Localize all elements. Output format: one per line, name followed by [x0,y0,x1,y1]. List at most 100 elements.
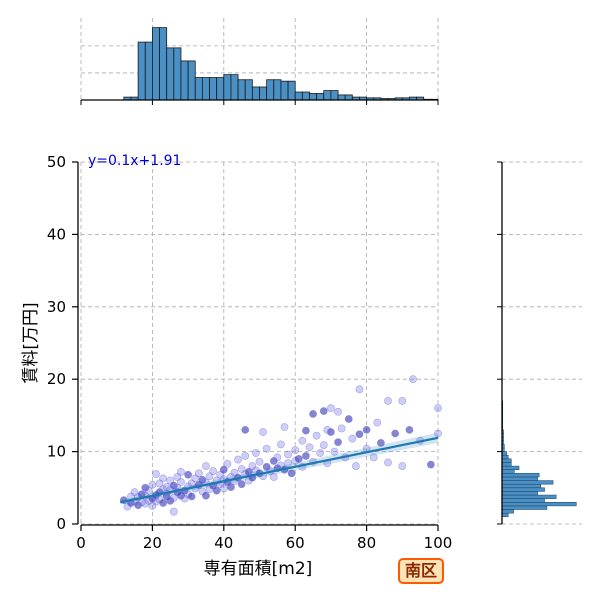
x-histogram-bar [201,77,210,101]
x-histogram-bar [309,93,318,101]
scatter-point [326,404,335,413]
y-histogram-bar [501,498,545,503]
x-histogram-bar [159,27,168,101]
y-tick-label: 50 [47,153,66,171]
y-tick-label: 20 [47,370,66,388]
scatter-point [202,462,210,470]
scatter-point [187,492,196,501]
y-histogram-bar [501,462,512,467]
scatter-point [184,470,192,479]
y-histogram-bar [501,458,512,463]
x-histogram-bar [337,94,346,101]
scatter-point [259,428,267,436]
y-histogram-bar [501,480,554,485]
y-marginal-histogram [501,400,577,518]
scatter-point [223,460,232,468]
scatter-point [159,499,168,507]
scatter-point [255,457,264,466]
scatter-point [319,441,328,449]
scatter-point [262,444,271,453]
x-tick-label: 0 [76,534,86,552]
y-tick-label: 10 [47,443,66,461]
scatter-point [212,486,221,495]
x-histogram-bar [187,60,196,101]
scatter-point [252,449,260,457]
x-histogram-bar [273,79,282,101]
scatter-point [219,465,228,474]
x-tick-label: 60 [286,534,305,552]
regression-equation-label: y=0.1x+1.91 [88,153,181,169]
x-histogram-bar [173,47,182,101]
scatter-point [241,425,250,434]
x-histogram-bar [330,90,339,101]
scatter-point [376,439,385,447]
x-tick-label: 100 [424,534,453,552]
x-tick-label: 40 [214,534,233,552]
scatter-point [305,443,314,452]
scatter-point [241,452,250,460]
scatter-point [169,507,178,516]
scatter-point [398,462,407,470]
x-histogram-bar [166,47,175,101]
scatter-point [302,452,310,460]
x-histogram-bar [151,27,160,101]
scatter-point [159,474,168,483]
x-histogram-bar [216,77,225,101]
x-histogram-bar [194,77,203,101]
y-histogram-bar [501,487,545,492]
y-histogram-bar [501,509,514,514]
scatter-point [391,429,400,438]
scatter-point [269,473,278,481]
y-histogram-bar [501,491,538,496]
district-badge: 南区 [398,558,445,584]
scatter-point [398,397,407,405]
scatter-point [144,486,153,495]
scatter-point [284,459,292,468]
scatter-point [409,375,417,384]
scatter-point [177,467,185,476]
y-histogram-bar [501,454,509,460]
y-histogram-bar [501,465,520,470]
scatter-point [284,450,292,459]
y-tick-label: 40 [47,225,66,243]
y-histogram-bar [501,483,541,489]
regression-line [120,436,439,504]
scatter-point [277,440,285,449]
y-histogram-bar [501,473,540,478]
x-tick-label: 20 [143,534,162,552]
y-histogram-bar [501,469,515,474]
y-histogram-bar [501,451,507,456]
scatter-point [152,470,160,478]
scatter-point [148,481,157,489]
y-histogram-bar [501,494,557,499]
y-tick-label: 30 [47,298,66,316]
x-histogram-bar [144,41,153,101]
x-histogram-bar [316,93,325,101]
regression-line-group [120,432,439,505]
scatter-point [355,430,364,439]
x-histogram-bar [259,86,268,101]
x-histogram-bar [323,90,332,101]
scatter-point [177,478,185,486]
x-histogram-bar [251,86,260,101]
scatter-point [234,455,242,464]
y-histogram-bar [501,502,577,507]
y-histogram-bar [501,476,538,481]
x-histogram-bar [237,79,246,101]
x-histogram-bar [230,74,239,101]
scatter-point [405,425,414,434]
scatter-point [219,484,228,493]
scatter-point [384,458,392,467]
scatter-point [202,491,210,500]
scatter-point [169,494,178,502]
axes: 0 20 40 60 80 100 0 10 20 30 40 50 [47,99,503,552]
scatter-point [194,469,203,478]
scatter-point [298,436,307,445]
y-tick-label: 0 [56,515,66,533]
scatter-point [348,434,357,443]
scatter-point [294,454,303,463]
x-axis-title: 専有面積[m2] [204,559,313,579]
scatter-point [302,426,310,435]
x-histogram-bar [137,41,146,101]
